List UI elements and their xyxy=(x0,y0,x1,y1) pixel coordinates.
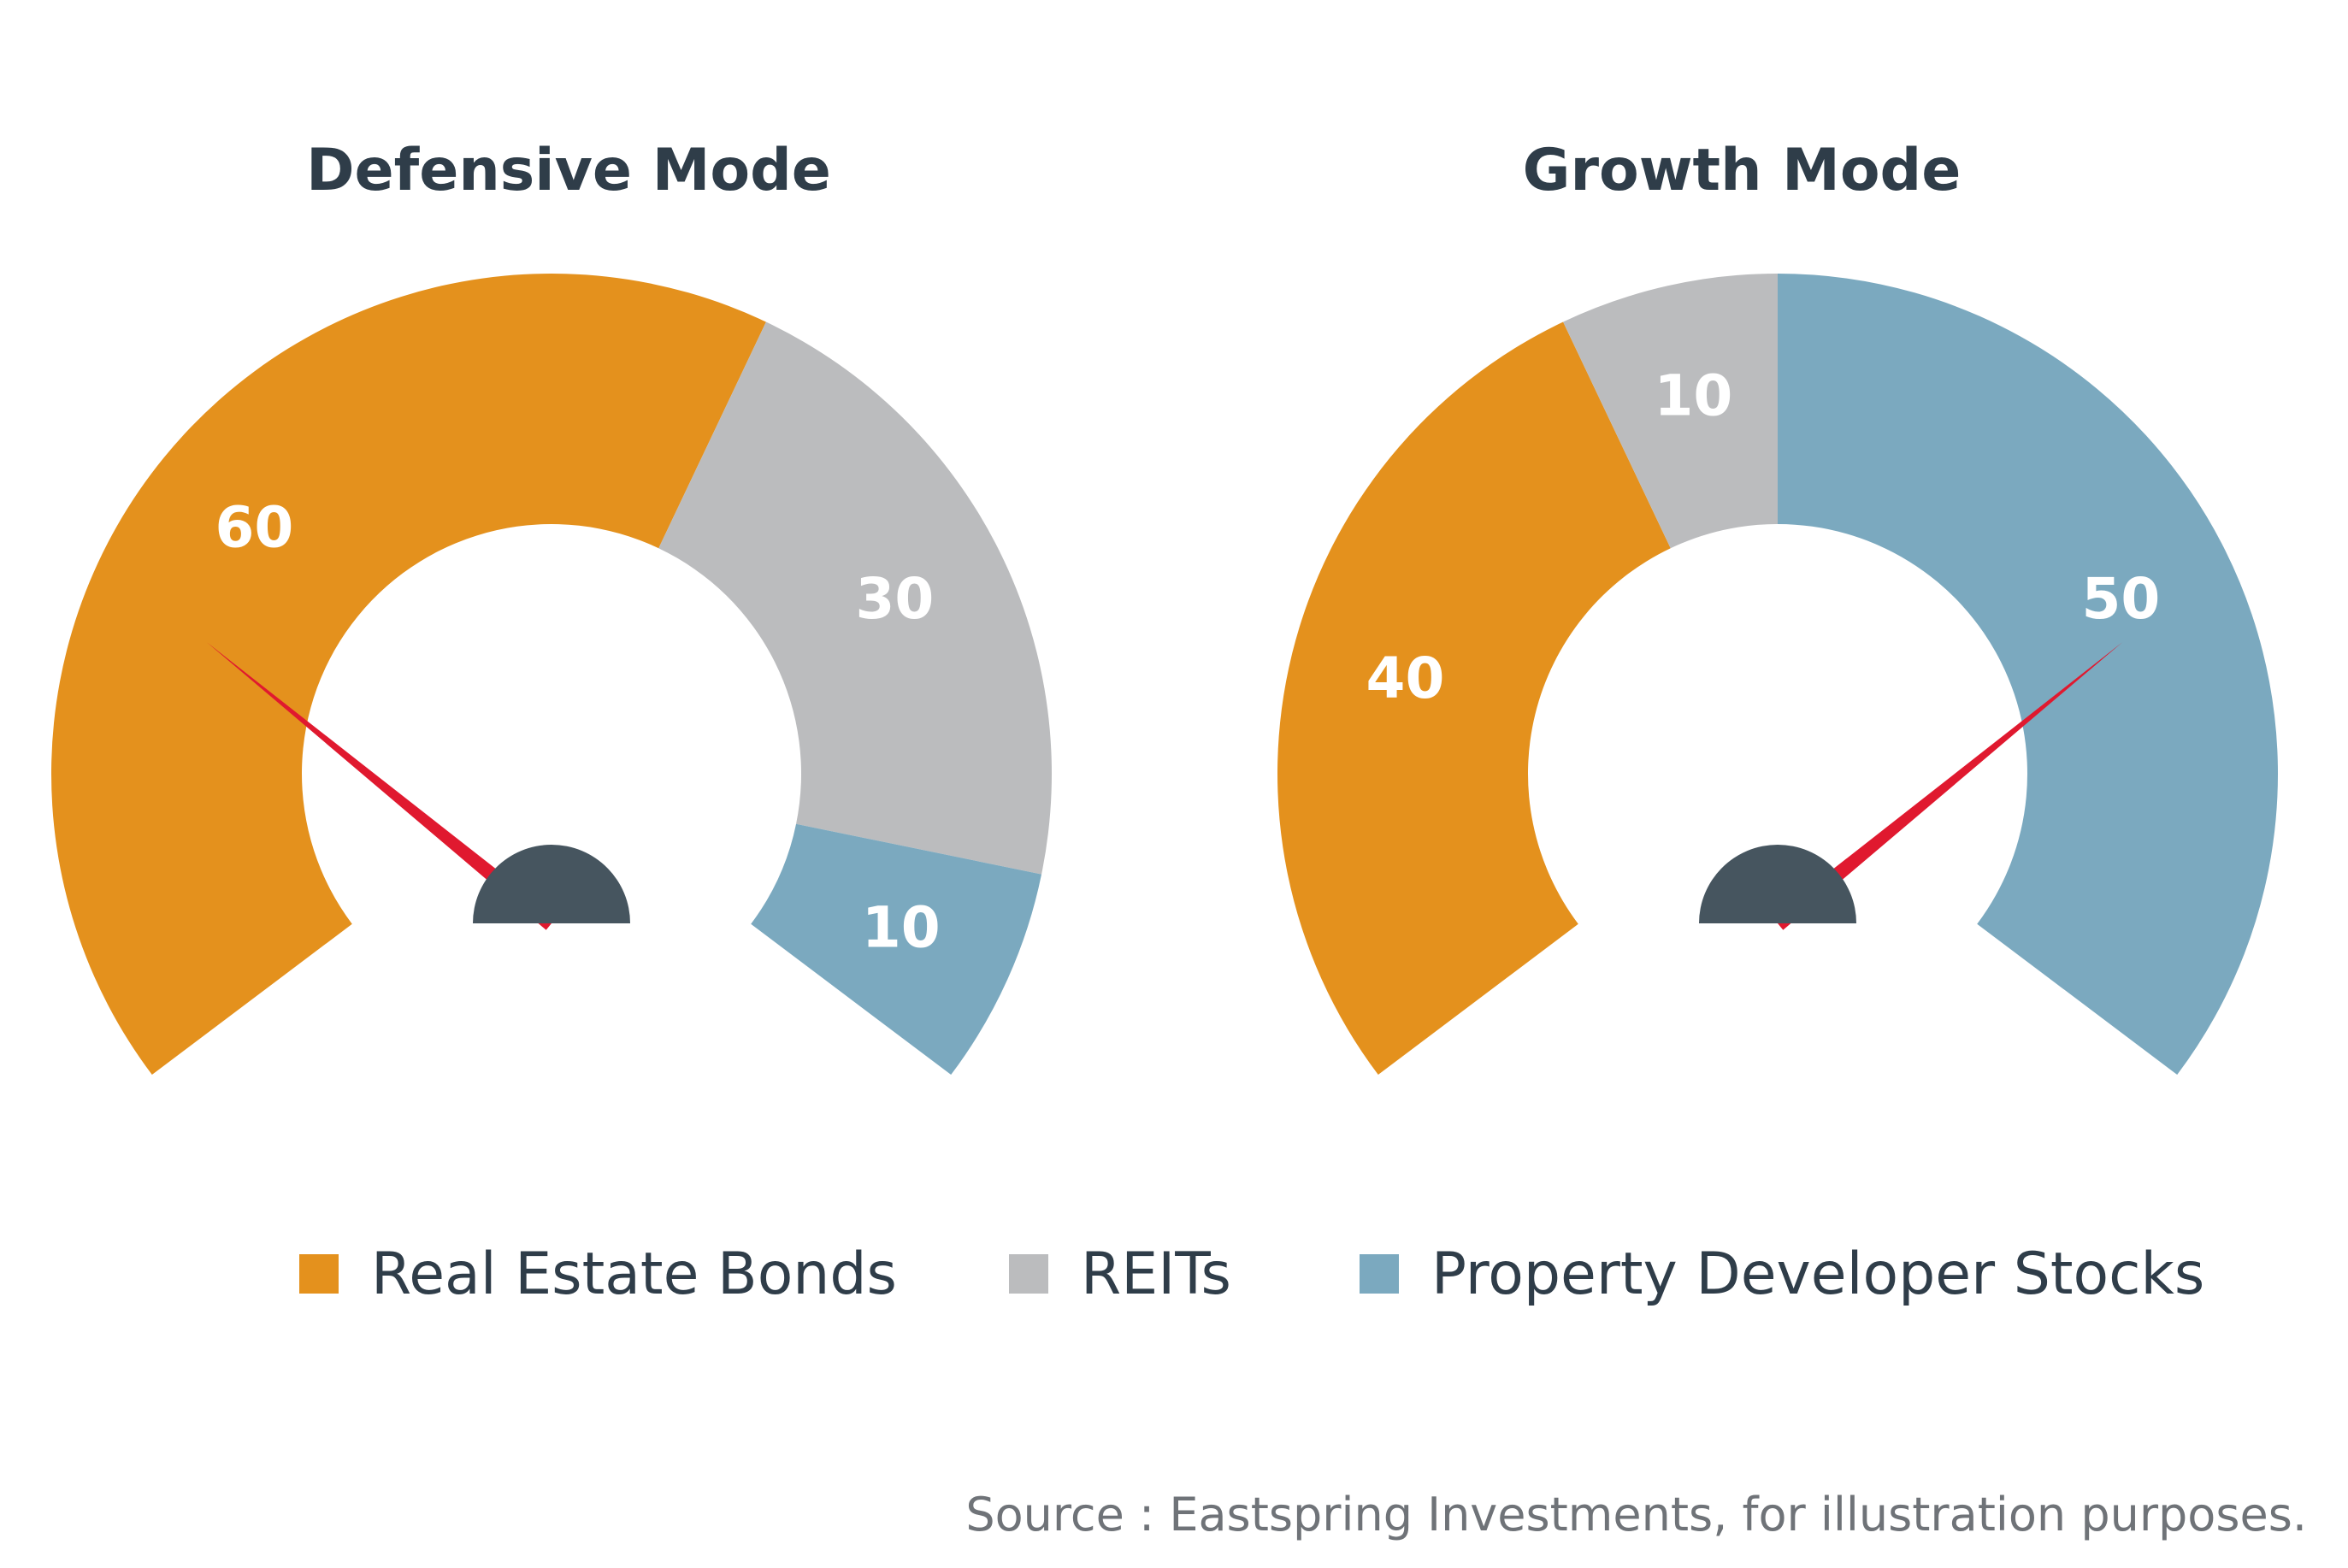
gauge-defensive-hub xyxy=(473,845,630,923)
legend-item-stocks: Property Developer Stocks xyxy=(1360,1231,2204,1317)
legend-item-reits: REITs xyxy=(1009,1231,1231,1317)
gauge-growth-label-stocks: 50 xyxy=(2081,566,2160,632)
gauge-defensive-label-stocks: 10 xyxy=(862,895,941,961)
legend-label-stocks: Property Developer Stocks xyxy=(1431,1240,2205,1308)
gauge-defensive-label-reits: 30 xyxy=(855,566,934,632)
legend-swatch-reits xyxy=(1009,1254,1048,1294)
gauge-growth-segment-stocks xyxy=(1778,274,2278,1076)
legend-swatch-bonds xyxy=(299,1254,339,1294)
gauge-defensive-segment-bonds xyxy=(51,274,766,1076)
gauge-defensive-segment-stocks xyxy=(751,823,1042,1076)
legend: Real Estate Bonds REITs Property Develop… xyxy=(0,1231,2348,1317)
gauge-title-defensive: Defensive Mode xyxy=(306,137,831,204)
gauge-growth-label-reits: 10 xyxy=(1654,363,1732,429)
legend-label-reits: REITs xyxy=(1081,1240,1231,1308)
legend-item-bonds: Real Estate Bonds xyxy=(299,1231,897,1317)
gauge-title-growth: Growth Mode xyxy=(1522,137,1962,204)
gauge-growth-needle xyxy=(1772,642,2122,930)
source-note: Source : Eastspring Investments, for ill… xyxy=(965,1488,2307,1541)
gauge-growth-segment-bonds xyxy=(1277,321,1671,1076)
gauge-growth-label-bonds: 40 xyxy=(1366,645,1445,711)
gauge-defensive-needle xyxy=(207,642,558,930)
legend-label-bonds: Real Estate Bonds xyxy=(371,1240,897,1308)
gauge-growth-segment-reits xyxy=(1563,274,1778,549)
gauge-defensive-segment-reits xyxy=(658,321,1052,875)
legend-swatch-stocks xyxy=(1360,1254,1399,1294)
gauge-growth-hub xyxy=(1699,845,1856,923)
gauge-defensive-label-bonds: 60 xyxy=(215,495,294,561)
